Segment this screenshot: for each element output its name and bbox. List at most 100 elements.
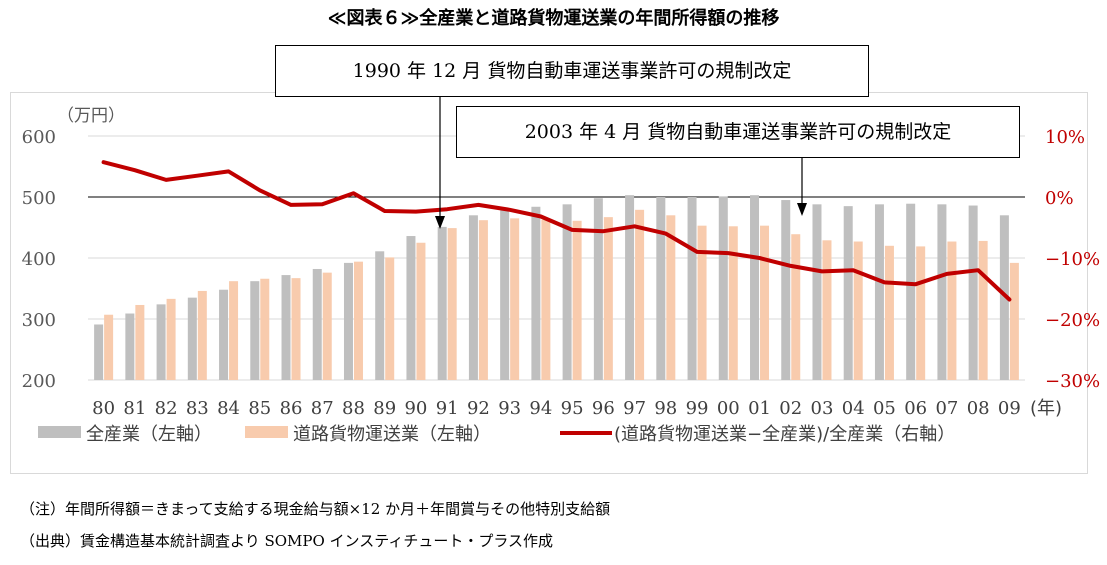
bar-road-freight: [510, 218, 520, 380]
arrowhead: [797, 203, 807, 216]
bar-road-freight: [916, 246, 926, 380]
source-note: （出典）賃金構造基本統計調査より SOMPO インスティチュート・プラス作成: [20, 532, 554, 550]
x-tick-label: 81: [123, 398, 146, 419]
bar-all-industries: [593, 198, 603, 380]
x-tick-label: 89: [373, 398, 396, 419]
y-tick-label: 500: [22, 188, 56, 209]
bar-all-industries: [718, 196, 728, 380]
bar-all-industries: [937, 204, 947, 380]
bar-all-industries: [156, 304, 166, 380]
y-tick-label: 200: [22, 371, 56, 392]
x-tick-label: 94: [529, 398, 552, 419]
y-tick-label: 300: [22, 310, 56, 331]
bar-all-industries: [375, 251, 385, 380]
bar-road-freight: [822, 240, 832, 380]
x-tick-label: 87: [311, 398, 334, 419]
bar-all-industries: [562, 204, 572, 380]
bar-all-industries: [125, 313, 135, 380]
bar-all-industries: [219, 289, 229, 380]
bar-road-freight: [947, 241, 957, 380]
y2-tick-label: 10%: [1045, 127, 1085, 148]
bar-road-freight: [697, 225, 707, 380]
chart-title: ≪図表６≫全産業と道路貨物運送業の年間所得額の推移: [327, 8, 780, 29]
bar-all-industries: [906, 203, 916, 380]
bar-all-industries: [94, 324, 104, 380]
bar-road-freight: [728, 226, 738, 380]
bar-road-freight: [541, 219, 551, 380]
bar-all-industries: [500, 210, 510, 380]
x-tick-label: 82: [155, 398, 178, 419]
x-tick-label: 05: [873, 398, 896, 419]
bar-all-industries: [781, 200, 791, 380]
bar-all-industries: [968, 205, 978, 380]
x-tick-label: 86: [280, 398, 303, 419]
bar-road-freight: [635, 209, 645, 380]
bar-all-industries: [250, 281, 260, 380]
bar-road-freight: [1009, 262, 1019, 380]
x-tick-label: 96: [592, 398, 615, 419]
y2-tick-label: −30%: [1045, 371, 1100, 392]
x-tick-label: 83: [186, 398, 209, 419]
y2-tick-label: −20%: [1045, 310, 1100, 331]
bar-all-industries: [874, 204, 884, 380]
bar-all-industries: [406, 236, 416, 380]
bar-all-industries: [468, 215, 478, 380]
x-tick-label: 95: [561, 398, 584, 419]
x-tick-label: 04: [842, 398, 865, 419]
bar-road-freight: [353, 261, 363, 380]
x-tick-label: 00: [717, 398, 740, 419]
bar-all-industries: [312, 268, 322, 380]
bar-road-freight: [260, 278, 270, 380]
bar-all-industries: [531, 206, 541, 380]
bar-all-industries: [750, 195, 760, 380]
bar-road-freight: [416, 242, 426, 380]
bar-road-freight: [478, 220, 488, 380]
x-tick-label: 93: [498, 398, 521, 419]
x-tick-label: 98: [654, 398, 677, 419]
x-tick-label: 91: [436, 398, 459, 419]
bar-road-freight: [884, 245, 894, 380]
x-tick-label: 92: [467, 398, 490, 419]
bar-road-freight: [135, 304, 145, 380]
callout-2003: 2003 年 4 月 貨物自動車運送事業許可の規制改定: [456, 106, 1020, 158]
legend-swatch-all-industries: [38, 426, 81, 438]
bar-all-industries: [187, 297, 197, 380]
x-tick-label: 09: [998, 398, 1021, 419]
legend-label-all-industries: 全産業（左軸）: [86, 424, 212, 445]
x-tick-label: 08: [967, 398, 990, 419]
bar-road-freight: [791, 234, 801, 380]
y2-tick-label: −10%: [1045, 249, 1100, 270]
bar-road-freight: [853, 241, 863, 380]
bar-road-freight: [760, 225, 770, 380]
bar-all-industries: [999, 215, 1009, 380]
y-axis-unit: （万円）: [57, 106, 125, 126]
bar-road-freight: [572, 220, 582, 380]
bar-road-freight: [447, 228, 457, 380]
x-tick-label: 99: [686, 398, 709, 419]
bar-road-freight: [385, 257, 395, 380]
x-tick-label: 85: [248, 398, 271, 419]
bar-all-industries: [281, 275, 291, 380]
bar-all-industries: [812, 204, 822, 380]
x-axis-unit: (年): [1030, 398, 1062, 419]
bar-all-industries: [343, 262, 353, 380]
legend-label-ratio: (道路貨物運送業−全産業)/全産業（右軸）: [614, 424, 955, 445]
x-tick-label: 84: [217, 398, 240, 419]
x-tick-label: 88: [342, 398, 365, 419]
bar-road-freight: [197, 290, 207, 380]
bar-all-industries: [437, 226, 447, 380]
bar-road-freight: [166, 298, 176, 380]
bar-road-freight: [229, 281, 239, 380]
bar-all-industries: [625, 195, 635, 380]
x-tick-label: 90: [404, 398, 427, 419]
bar-all-industries: [656, 197, 666, 380]
bar-all-industries: [843, 206, 853, 380]
bar-road-freight: [322, 272, 332, 380]
bar-road-freight: [666, 215, 676, 380]
x-tick-label: 07: [935, 398, 958, 419]
ratio-line: [101, 160, 1012, 302]
x-tick-label: 01: [748, 398, 771, 419]
x-tick-label: 03: [811, 398, 834, 419]
legend-swatch-road-freight: [245, 426, 288, 438]
